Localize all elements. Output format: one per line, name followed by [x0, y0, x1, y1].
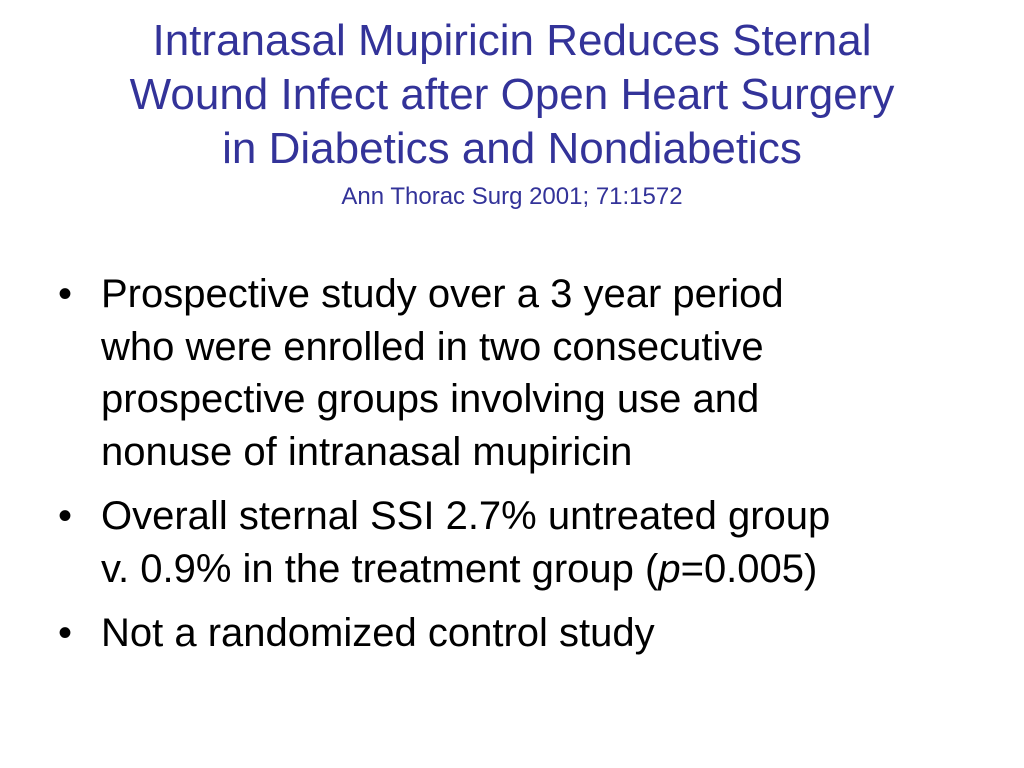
bullet-item-ssi-results: • Overall sternal SSI 2.7% untreated gro… — [58, 490, 958, 595]
bullet-line: prospective groups involving use and — [101, 377, 760, 421]
p-value-symbol: p — [658, 546, 681, 591]
bullet-text-after: =0.005) — [680, 546, 818, 591]
bullet-line: Overall sternal SSI 2.7% untreated group — [101, 494, 831, 538]
title-line-2: Wound Infect after Open Heart Surgery — [129, 70, 895, 119]
title-line-1: Intranasal Mupiricin Reduces Sternal — [152, 16, 872, 65]
bullet-line: Prospective study over a 3 year period — [101, 272, 784, 316]
citation: Ann Thorac Surg 2001; 71:1572 — [341, 183, 683, 210]
title-line-3: in Diabetics and Nondiabetics — [222, 124, 802, 173]
bullet-item-study-design: • Prospective study over a 3 year period… — [58, 268, 958, 478]
bullet-text-before: v. 0.9% in the treatment group ( — [101, 546, 659, 591]
bullet-line: Not a randomized control study — [101, 611, 655, 655]
bullet-item-not-randomized: • Not a randomized control study — [58, 607, 958, 660]
slide-title: Intranasal Mupiricin Reduces Sternal Wou… — [40, 14, 984, 214]
bullet-list: • Prospective study over a 3 year period… — [58, 268, 958, 672]
bullet-icon: • — [58, 272, 73, 316]
bullet-icon: • — [58, 611, 73, 655]
bullet-line: v. 0.9% in the treatment group (p=0.005) — [101, 543, 958, 596]
bullet-line: who were enrolled in two consecutive — [101, 324, 764, 369]
bullet-line: nonuse of intranasal mupiricin — [101, 429, 633, 474]
bullet-icon: • — [58, 494, 73, 538]
